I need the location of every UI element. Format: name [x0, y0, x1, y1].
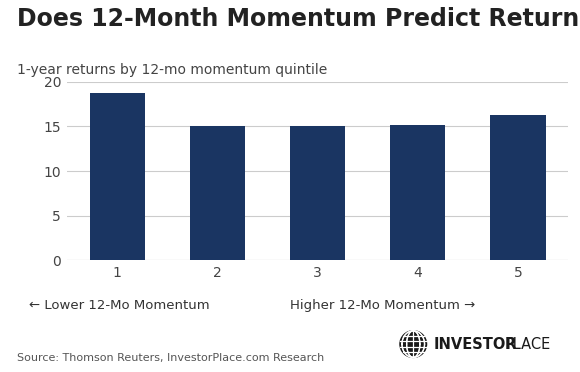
Bar	[190, 126, 245, 260]
Text: PLACE: PLACE	[505, 337, 551, 352]
Bar	[491, 115, 546, 260]
Text: Higher 12-Mo Momentum →: Higher 12-Mo Momentum →	[290, 299, 475, 312]
Text: 1-year returns by 12-mo momentum quintile: 1-year returns by 12-mo momentum quintil…	[17, 63, 328, 77]
Text: ← Lower 12-Mo Momentum: ← Lower 12-Mo Momentum	[29, 299, 209, 312]
Bar	[89, 93, 144, 260]
Text: Source: Thomson Reuters, InvestorPlace.com Research: Source: Thomson Reuters, InvestorPlace.c…	[17, 353, 325, 363]
Bar	[390, 125, 445, 260]
Text: Does 12-Month Momentum Predict Returns?: Does 12-Month Momentum Predict Returns?	[17, 7, 580, 32]
Text: INVESTOR: INVESTOR	[434, 337, 517, 352]
Bar	[290, 126, 345, 260]
Circle shape	[400, 331, 426, 357]
